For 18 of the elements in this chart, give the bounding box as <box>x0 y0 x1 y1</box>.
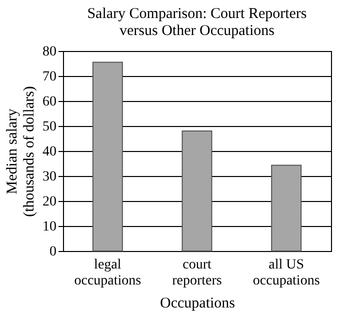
bar <box>92 62 123 252</box>
y-tick-label: 70 <box>42 70 56 84</box>
y-tick-label: 20 <box>42 194 56 210</box>
x-tick-label: legal occupations <box>74 258 142 288</box>
x-tick-label: all US occupations <box>252 258 320 288</box>
y-tick-label: 40 <box>42 144 56 160</box>
x-axis-title: Occupations <box>160 296 236 312</box>
y-axis-title: Median salary (thousands of dollars) <box>4 86 38 217</box>
bar <box>271 164 302 252</box>
chart-title: Salary Comparison: Court Reporters versus Other Occupations <box>87 6 307 39</box>
x-tick-label: court reporters <box>172 258 222 288</box>
y-tick-label: 10 <box>42 220 56 234</box>
bar <box>182 130 212 252</box>
y-tick-label: 0 <box>50 244 56 260</box>
y-tick-label: 60 <box>42 94 56 110</box>
y-tick-label: 50 <box>42 120 56 134</box>
y-tick-label: 80 <box>42 44 56 60</box>
y-tick-label: 30 <box>42 170 56 184</box>
